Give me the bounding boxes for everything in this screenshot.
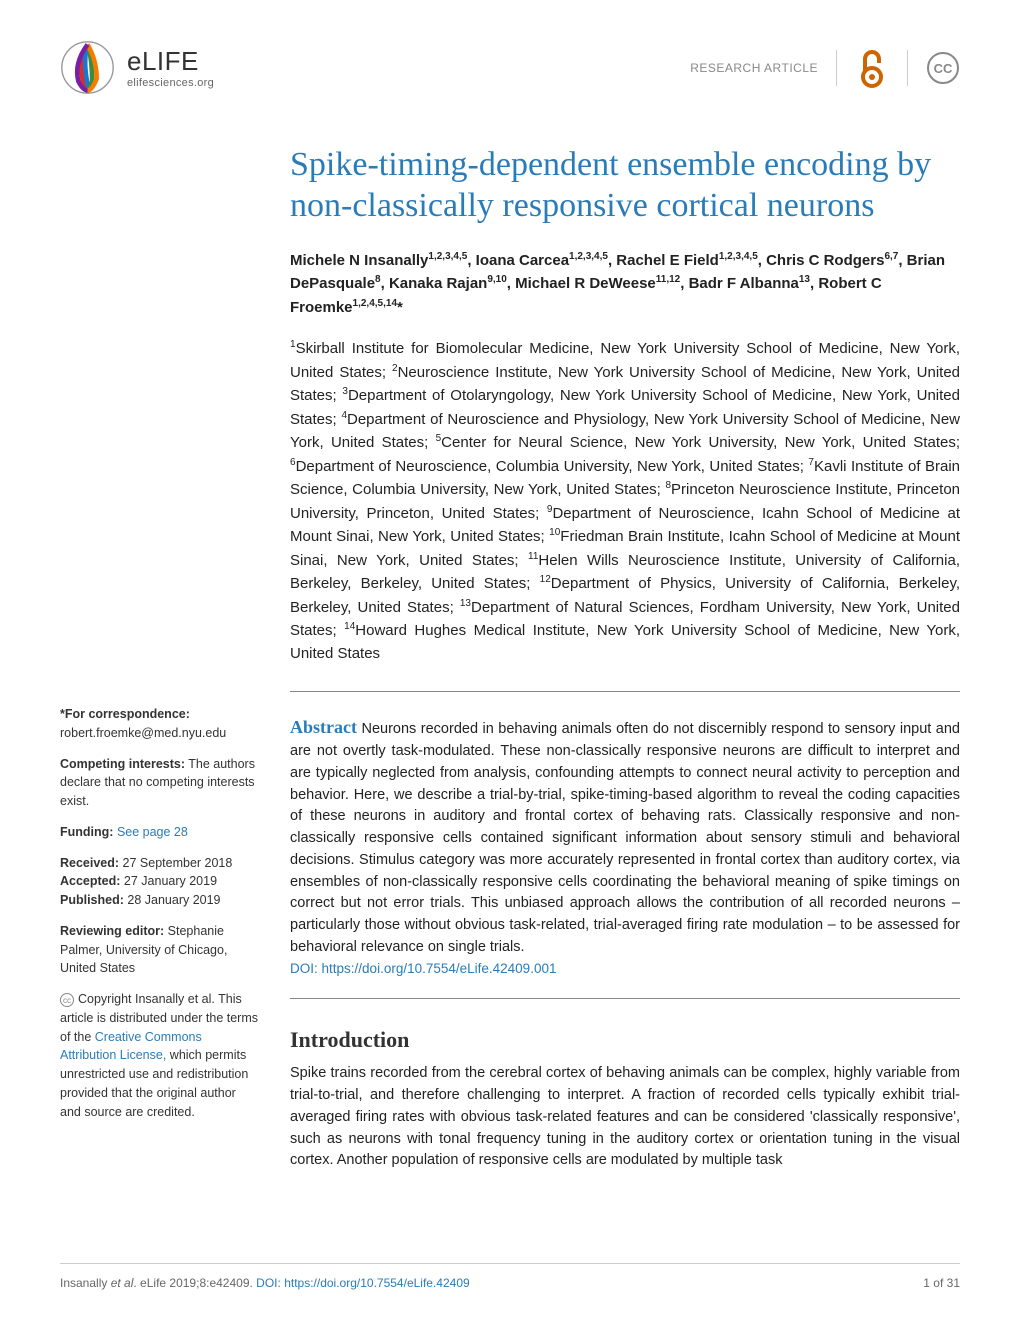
accepted-label: Accepted:	[60, 874, 120, 888]
page-header: eLIFE elifesciences.org RESEARCH ARTICLE…	[60, 40, 960, 115]
open-access-icon	[855, 47, 889, 89]
cc-license-icon: CC	[926, 51, 960, 85]
correspondence-block: *For correspondence: robert.froemke@med.…	[60, 705, 260, 743]
article-content: Spike-timing-dependent ensemble encoding…	[290, 145, 960, 1172]
journal-name: eLIFE	[127, 46, 214, 77]
funding-link[interactable]: See page 28	[117, 825, 188, 839]
introduction-heading: Introduction	[290, 1027, 960, 1053]
rule-below-abstract	[290, 998, 960, 999]
article-title: Spike-timing-dependent ensemble encoding…	[290, 145, 960, 227]
sidebar: *For correspondence: robert.froemke@med.…	[60, 145, 260, 1172]
competing-label: Competing interests:	[60, 757, 185, 771]
received-label: Received:	[60, 856, 119, 870]
divider	[836, 50, 837, 86]
copyright-block: ccCopyright Insanally et al. This articl…	[60, 990, 260, 1121]
elife-logo-icon	[60, 40, 115, 95]
reviewing-editor-block: Reviewing editor: Stephanie Palmer, Univ…	[60, 922, 260, 978]
abstract-text: Neurons recorded in behaving animals oft…	[290, 721, 960, 955]
footer-doi-link[interactable]: DOI: https://doi.org/10.7554/eLife.42409	[256, 1276, 470, 1290]
funding-label: Funding:	[60, 825, 113, 839]
received-date: 27 September 2018	[119, 856, 232, 870]
main-content: *For correspondence: robert.froemke@med.…	[60, 145, 960, 1172]
cc-small-icon: cc	[60, 993, 74, 1007]
page-footer: Insanally et al. eLife 2019;8:e42409. DO…	[60, 1263, 960, 1290]
logo-text-block: eLIFE elifesciences.org	[127, 46, 214, 89]
footer-citation: Insanally et al. eLife 2019;8:e42409. DO…	[60, 1276, 470, 1290]
abstract-doi[interactable]: DOI: https://doi.org/10.7554/eLife.42409…	[290, 961, 556, 976]
abstract-block: Abstract Neurons recorded in behaving an…	[290, 714, 960, 980]
abstract-label: Abstract	[290, 717, 357, 737]
divider	[907, 50, 908, 86]
journal-site: elifesciences.org	[127, 77, 214, 89]
rule-above-abstract	[290, 691, 960, 692]
journal-logo-block: eLIFE elifesciences.org	[60, 40, 214, 95]
correspondence-label: *For correspondence:	[60, 707, 190, 721]
header-right: RESEARCH ARTICLE CC	[690, 47, 960, 89]
funding-block: Funding: See page 28	[60, 823, 260, 842]
accepted-date: 27 January 2019	[120, 874, 217, 888]
correspondence-email: robert.froemke@med.nyu.edu	[60, 726, 226, 740]
dates-block: Received: 27 September 2018 Accepted: 27…	[60, 854, 260, 910]
authors-list: Michele N Insanally1,2,3,4,5, Ioana Carc…	[290, 249, 960, 320]
page-number: 1 of 31	[923, 1276, 960, 1290]
published-label: Published:	[60, 893, 124, 907]
competing-interests-block: Competing interests: The authors declare…	[60, 755, 260, 811]
reviewing-label: Reviewing editor:	[60, 924, 168, 938]
published-date: 28 January 2019	[124, 893, 221, 907]
affiliations-list: 1Skirball Institute for Biomolecular Med…	[290, 337, 960, 665]
introduction-text: Spike trains recorded from the cerebral …	[290, 1063, 960, 1172]
svg-text:CC: CC	[934, 61, 953, 76]
article-type-label: RESEARCH ARTICLE	[690, 61, 818, 75]
